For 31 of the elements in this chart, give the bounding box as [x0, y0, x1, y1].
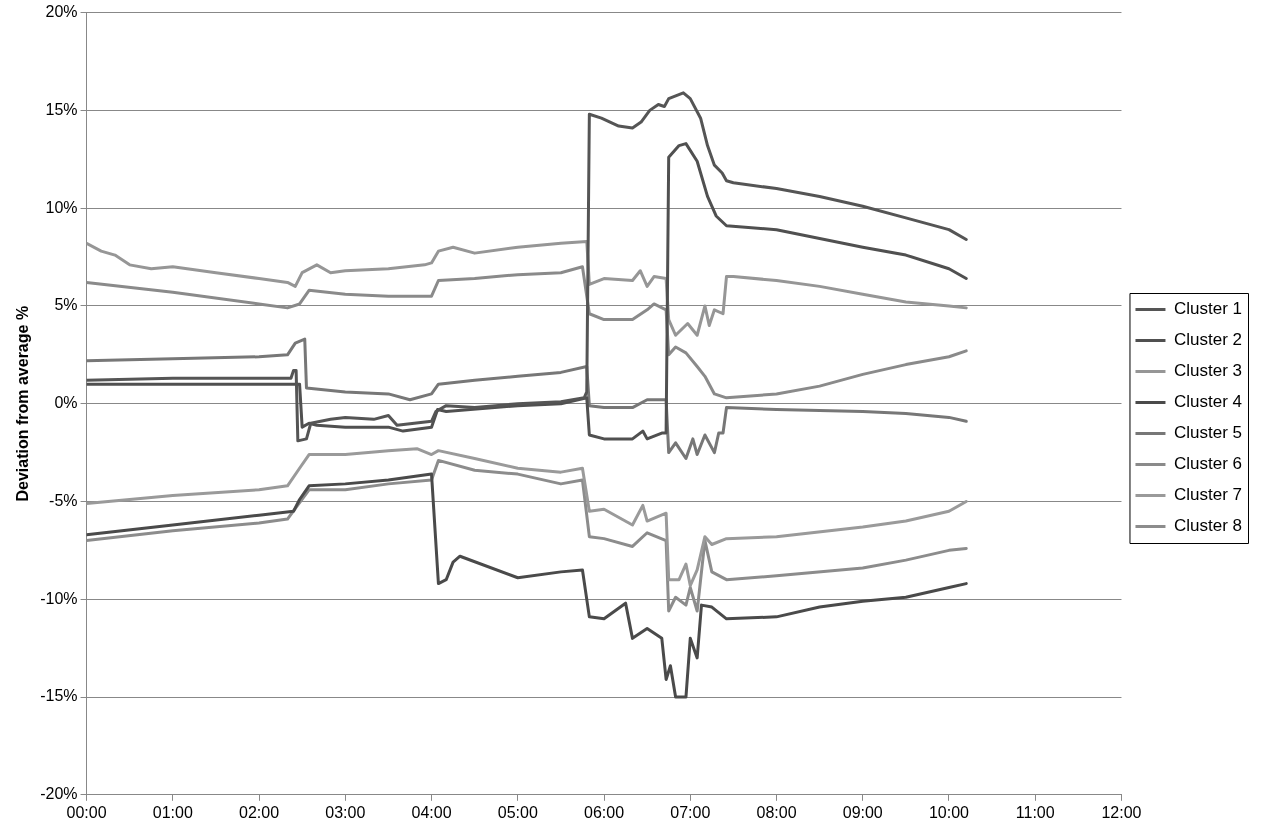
legend-label: Cluster 5 [1173, 423, 1243, 443]
x-tick-label: 09:00 [842, 803, 883, 821]
legend-label: Cluster 4 [1173, 392, 1243, 412]
x-tick-label: 07:00 [670, 803, 711, 821]
y-axis-title: Deviation from average % [14, 305, 32, 502]
x-tick-label: 04:00 [411, 803, 452, 821]
x-tick-label: 02:00 [239, 803, 280, 821]
y-tick-label: 0% [54, 394, 78, 412]
legend-label: Cluster 6 [1173, 454, 1243, 474]
legend-label: Cluster 2 [1173, 330, 1243, 350]
y-tick-label: 5% [54, 296, 78, 314]
y-tick-label: -15% [40, 687, 78, 705]
y-tick-label: -5% [49, 491, 78, 509]
y-tick-label: 10% [45, 198, 78, 216]
legend-label: Cluster 8 [1173, 516, 1243, 536]
legend-label: Cluster 3 [1173, 361, 1243, 381]
y-tick-label: 15% [45, 100, 78, 118]
x-tick-label: 11:00 [1015, 803, 1055, 821]
x-tick-label: 12:00 [1101, 803, 1142, 821]
y-tick-label: -20% [40, 785, 78, 803]
x-tick-label: 10:00 [928, 803, 970, 821]
x-tick-label: 08:00 [756, 803, 797, 821]
y-tick-label: -10% [40, 589, 78, 607]
x-tick-label: 05:00 [497, 803, 538, 821]
legend-label: Cluster 7 [1173, 485, 1243, 505]
x-tick-label: 06:00 [583, 803, 625, 821]
y-tick-label: 20% [45, 3, 78, 21]
x-tick-label: 00:00 [66, 803, 107, 821]
x-tick-label: 01:00 [152, 803, 193, 821]
legend-label: Cluster 1 [1173, 299, 1243, 319]
x-tick-label: 03:00 [325, 803, 366, 821]
